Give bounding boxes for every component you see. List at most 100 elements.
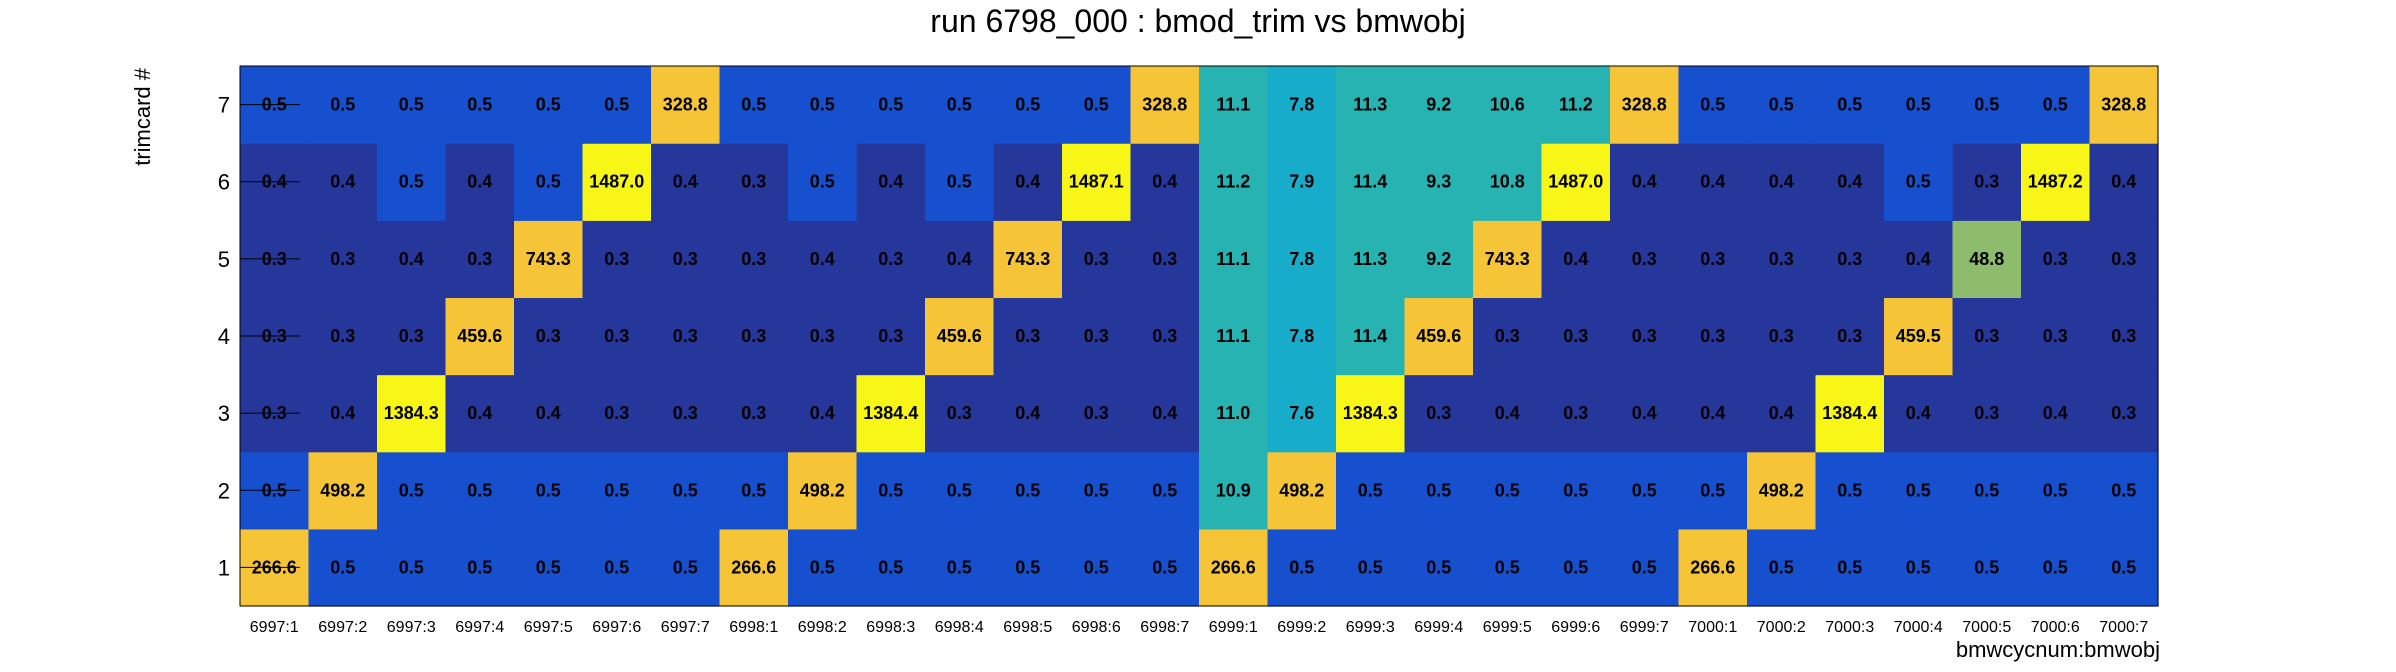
heatmap-cell xyxy=(1473,374,1543,453)
cell-value-label: 0.3 xyxy=(878,249,903,269)
heatmap-cell xyxy=(2021,297,2091,376)
cell-value-label: 0.5 xyxy=(2111,480,2136,500)
cell-value-label: 0.4 xyxy=(1015,403,1040,423)
x-axis-label: bmwcycnum:bmwobj xyxy=(1956,637,2160,662)
heatmap-cell xyxy=(2021,66,2091,144)
cell-value-label: 10.9 xyxy=(1216,480,1251,500)
x-tick-label: 7000:2 xyxy=(1757,619,1806,636)
cell-value-label: 0.4 xyxy=(1700,172,1725,192)
heatmap-cell xyxy=(1199,451,1269,530)
cell-value-label: 0.5 xyxy=(1495,557,1520,577)
heatmap-cell xyxy=(1952,451,2022,530)
cell-value-label: 266.6 xyxy=(1211,557,1256,577)
cell-value-label: 0.3 xyxy=(604,403,629,423)
heatmap-cell xyxy=(1610,528,1680,607)
cell-value-label: 0.5 xyxy=(1974,557,1999,577)
x-tick-label: 6999:6 xyxy=(1551,619,1600,636)
heatmap-cell xyxy=(1473,143,1543,221)
cell-value-label: 459.5 xyxy=(1896,326,1941,346)
heatmap-cells xyxy=(240,66,2159,607)
heatmap-cell xyxy=(308,374,378,453)
cell-value-label: 0.3 xyxy=(2043,249,2068,269)
x-tick-label: 7000:6 xyxy=(2031,619,2080,636)
heatmap-cell xyxy=(1815,66,1885,144)
heatmap-cell xyxy=(1130,451,1200,530)
heatmap-cell xyxy=(925,220,995,299)
heatmap-cell xyxy=(1678,220,1748,299)
cell-value-label: 0.3 xyxy=(604,326,629,346)
x-tick-label: 7000:4 xyxy=(1894,619,1943,636)
cell-value-label: 11.0 xyxy=(1216,403,1250,423)
cell-value-label: 0.5 xyxy=(536,557,561,577)
cell-value-label: 0.5 xyxy=(947,95,972,115)
heatmap-cell xyxy=(1747,297,1817,376)
heatmap-cell xyxy=(856,66,926,144)
cell-value-label: 0.4 xyxy=(947,249,972,269)
heatmap-cell xyxy=(856,528,926,607)
heatmap-cell xyxy=(1541,143,1611,221)
cell-value-label: 0.5 xyxy=(810,95,835,115)
heatmap-cell xyxy=(719,374,789,453)
cell-value-label: 0.3 xyxy=(947,403,972,423)
heatmap-cell xyxy=(925,297,995,376)
cell-value-label: 11.1 xyxy=(1216,326,1250,346)
heatmap-cell xyxy=(445,66,515,144)
cell-value-label: 0.5 xyxy=(947,172,972,192)
cell-value-label: 11.3 xyxy=(1353,95,1387,115)
heatmap-cell xyxy=(1541,220,1611,299)
cell-value-label: 0.3 xyxy=(1084,249,1109,269)
cell-value-label: 0.3 xyxy=(1974,326,1999,346)
cell-value-label: 266.6 xyxy=(1690,557,1735,577)
heatmap-cell xyxy=(2021,143,2091,221)
x-tick-label: 6998:2 xyxy=(798,619,847,636)
cell-value-label: 0.4 xyxy=(1632,172,1657,192)
cell-value-label: 0.5 xyxy=(1769,95,1794,115)
cell-value-label: 0.3 xyxy=(1084,403,1109,423)
cell-value-label: 0.5 xyxy=(467,480,492,500)
heatmap-cell xyxy=(788,451,858,530)
y-tick-label: 1 xyxy=(218,555,230,580)
cell-value-label: 0.4 xyxy=(1152,403,1177,423)
heatmap-cell xyxy=(377,297,447,376)
cell-value-label: 7.8 xyxy=(1289,326,1314,346)
cell-value-label: 328.8 xyxy=(1622,95,1667,115)
heatmap-cell xyxy=(1199,374,1269,453)
cell-value-label: 10.6 xyxy=(1490,95,1525,115)
x-tick-label: 6997:4 xyxy=(455,619,504,636)
heatmap-cell xyxy=(993,143,1063,221)
cell-value-label: 0.4 xyxy=(467,172,492,192)
cell-value-label: 0.3 xyxy=(1769,249,1794,269)
cell-value-label: 9.3 xyxy=(1426,172,1451,192)
heatmap-cell xyxy=(1678,451,1748,530)
x-tick-label: 6997:6 xyxy=(592,619,641,636)
cell-value-label: 0.4 xyxy=(878,172,903,192)
heatmap-cell xyxy=(1062,66,1132,144)
cell-value-label: 1384.3 xyxy=(384,403,439,423)
cell-value-label: 0.3 xyxy=(2111,326,2136,346)
cell-value-label: 0.4 xyxy=(1837,172,1862,192)
cell-value-label: 0.4 xyxy=(673,172,698,192)
cell-value-label: 0.5 xyxy=(536,95,561,115)
heatmap-cell xyxy=(788,143,858,221)
cell-value-label: 0.3 xyxy=(330,249,355,269)
cell-value-label: 0.5 xyxy=(673,480,698,500)
heatmap-cell xyxy=(1678,143,1748,221)
heatmap-cell xyxy=(1541,451,1611,530)
heatmap-cell xyxy=(308,528,378,607)
cell-value-label: 0.5 xyxy=(741,95,766,115)
x-axis-ticks: 6997:1 6997:2 6997:3 6997:4 6997:5 6997:6 6997… xyxy=(250,619,2149,636)
heatmap-cell xyxy=(1541,66,1611,144)
cell-value-label: 0.5 xyxy=(1837,557,1862,577)
heatmap-cell xyxy=(993,297,1063,376)
heatmap-cell xyxy=(1884,143,1954,221)
x-tick-label: 6997:1 xyxy=(250,619,299,636)
x-tick-label: 6999:4 xyxy=(1414,619,1463,636)
x-tick-label: 6998:3 xyxy=(866,619,915,636)
heatmap-cell xyxy=(1267,297,1337,376)
cell-value-label: 0.3 xyxy=(604,249,629,269)
heatmap-cell xyxy=(1884,220,1954,299)
cell-value-label: 459.6 xyxy=(1416,326,1461,346)
x-tick-label: 6999:3 xyxy=(1346,619,1395,636)
heatmap-cell xyxy=(1678,374,1748,453)
heatmap-cell xyxy=(377,220,447,299)
